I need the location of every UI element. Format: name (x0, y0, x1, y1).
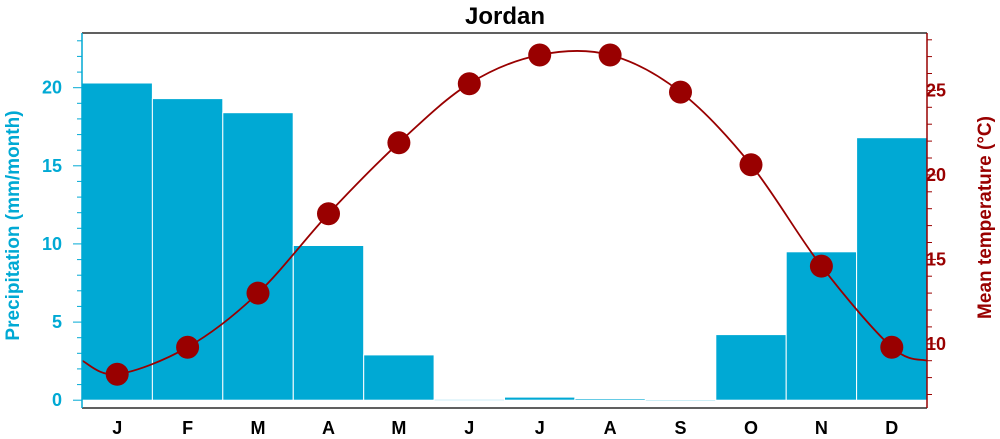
x-tick-label: D (885, 418, 898, 438)
precip-bar (504, 396, 576, 401)
temperature-series (81, 43, 928, 386)
temperature-point (457, 72, 481, 96)
temperature-point (246, 281, 270, 305)
x-tick-label: F (182, 418, 193, 438)
x-tick-label: J (112, 418, 122, 438)
temperature-point (317, 202, 340, 226)
precipitation-bars (81, 82, 928, 402)
precip-bar (363, 354, 435, 401)
x-tick-label: J (535, 418, 545, 438)
temperature-point (528, 43, 552, 67)
chart-title: Jordan (465, 3, 545, 30)
left-axis-label: Precipitation (mm/month) (3, 110, 24, 340)
precip-bar (433, 398, 506, 402)
left-tick-label: 20 (42, 78, 62, 98)
precip-bar (81, 82, 153, 401)
x-tick-label: O (744, 418, 758, 438)
left-tick-label: 0 (52, 390, 62, 410)
temperature-point (105, 362, 129, 386)
right-tick-label: 25 (926, 80, 946, 100)
precip-bar (292, 245, 365, 401)
x-tick-label: N (815, 418, 828, 438)
temperature-line (81, 49, 928, 376)
x-tick-label: A (322, 418, 335, 438)
right-tick-label: 20 (926, 165, 946, 185)
right-tick-label: 15 (926, 249, 946, 269)
temperature-point (176, 335, 200, 359)
temperature-point (739, 153, 763, 177)
x-tick-label: S (674, 418, 686, 438)
right-tick-label: 10 (926, 334, 946, 354)
right-axis-label: Mean temperature (°C) (975, 116, 996, 319)
left-tick-label: 15 (42, 156, 62, 176)
x-tick-label: A (604, 418, 617, 438)
temperature-point (809, 254, 833, 278)
temperature-point (598, 43, 622, 67)
axes: 0 5 10 15 20 10 15 20 25 J F M A M J J A S O N D (42, 32, 946, 438)
precip-bar (856, 137, 928, 401)
left-tick-label: 10 (42, 234, 62, 254)
precip-bar (222, 112, 294, 401)
temperature-point (669, 80, 692, 104)
precip-bar (715, 334, 787, 401)
x-tick-label: J (464, 418, 474, 438)
left-tick-label: 5 (52, 312, 62, 332)
x-tick-label: M (251, 418, 266, 438)
precip-bar (644, 399, 717, 402)
temperature-point (880, 335, 904, 359)
temperature-point (387, 131, 411, 155)
precip-bar (574, 398, 646, 401)
x-tick-label: M (391, 418, 406, 438)
